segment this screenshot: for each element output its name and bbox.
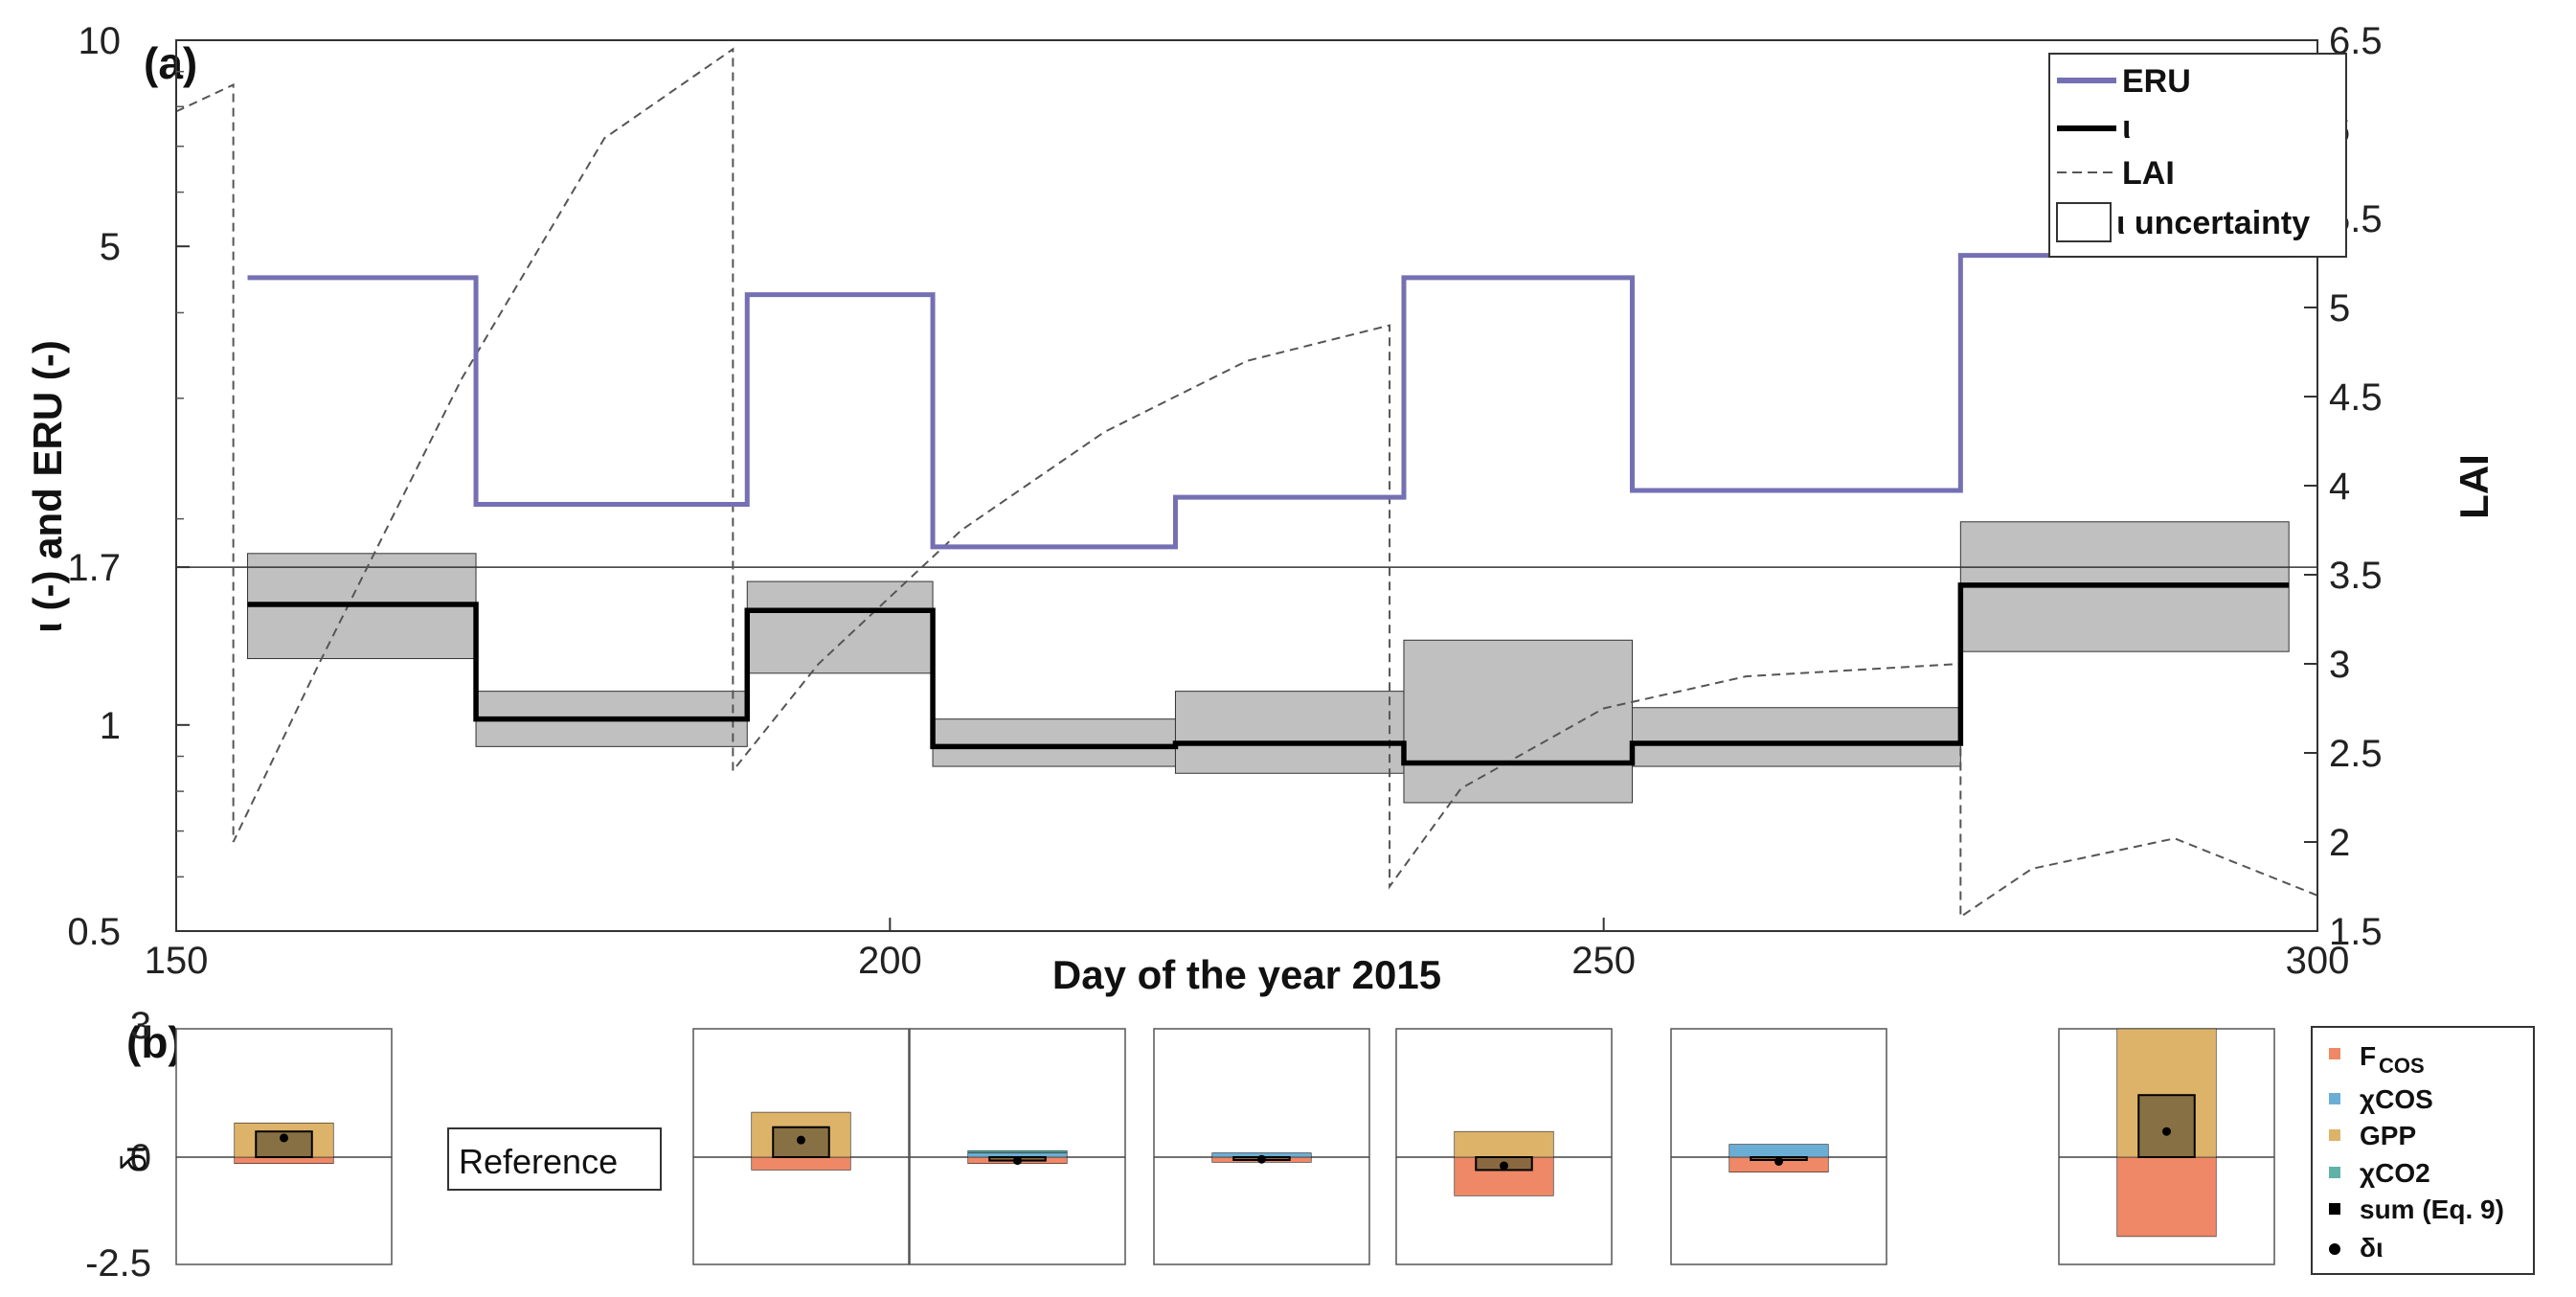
legend-fcos-label: F (2360, 1041, 2376, 1071)
sum-box (772, 1126, 830, 1158)
y2-tick-label: 2 (2329, 822, 2350, 864)
lai-series (175, 47, 2318, 919)
lai-line (175, 47, 2318, 919)
legend-eru-label: ERU (2122, 63, 2191, 100)
sum-box (2137, 1094, 2196, 1158)
f-cos-bar (234, 1156, 334, 1165)
delta-iota-dot (1013, 1156, 1022, 1166)
y2-tick-label: 2.5 (2329, 733, 2383, 775)
x-tick-label: 250 (1571, 940, 1636, 982)
y-tick-label: 10 (79, 20, 122, 62)
period-panel-6 (1395, 1028, 1613, 1265)
legend-delta-iota-swatch (2329, 1243, 2340, 1255)
reference-box (447, 1127, 662, 1191)
legend-chico2-swatch (2329, 1167, 2340, 1178)
uncertainty-band-6 (1403, 639, 1633, 804)
y-tick-label: 1.7 (67, 547, 121, 589)
panel-a: (a) 150 200 250 300 0.5 1 1.7 5 10 1.5 2 2.5 3 3.5 4… (25, 20, 2497, 997)
x-tick-label: 300 (2286, 940, 2350, 982)
legend-fcos-swatch (2329, 1048, 2340, 1059)
period-panel-8 (2058, 1028, 2275, 1265)
f-cos-bar (751, 1156, 851, 1171)
period-panel-5 (1153, 1028, 1370, 1265)
y2-tick-label: 3.5 (2329, 555, 2383, 597)
y2-tick-label: 1.5 (2329, 911, 2383, 953)
y-axis-ticks: 0.5 1 1.7 5 10 (67, 20, 190, 953)
uncertainty-band-7 (1631, 707, 1961, 767)
b-y-tick-bottom: -2.5 (85, 1242, 151, 1285)
period-panels (175, 1028, 2275, 1265)
period-frame (909, 1028, 1126, 1265)
delta-iota-dot (1774, 1156, 1783, 1166)
period-panel-7 (1670, 1028, 1887, 1265)
b-y-axis-label: δι (114, 1146, 153, 1172)
f-cos-bar (2116, 1156, 2217, 1238)
delta-iota-dot (1257, 1154, 1266, 1164)
legend-sum-swatch (2329, 1203, 2340, 1215)
legend-gpp-label: GPP (2360, 1121, 2416, 1150)
panel-b: (b) 3 0 -2.5 δι Reference F COS χCOS GPP… (85, 1005, 2535, 1285)
y-tick-label: 5 (100, 226, 121, 268)
legend-fcos-subscript: COS (2379, 1054, 2425, 1078)
x-tick-label: 150 (145, 940, 209, 982)
legend: ERU ι LAI ι uncertainty (2048, 53, 2347, 258)
y2-tick-label: 5 (2329, 287, 2350, 330)
b-y-tick-top: 3 (130, 1005, 151, 1047)
delta-iota-dot (2162, 1126, 2171, 1136)
y2-tick-label: 4.5 (2329, 376, 2383, 419)
legend-sum-label: sum (Eq. 9) (2360, 1195, 2504, 1224)
delta-iota-dot (797, 1135, 805, 1145)
panel-a-tag: (a) (144, 38, 197, 88)
x-axis-ticks: 150 200 250 300 (145, 918, 2350, 982)
period-panel-4 (909, 1028, 1126, 1265)
y2-axis-label: LAI (2452, 454, 2497, 519)
chi-cos-bar (1729, 1144, 1829, 1158)
delta-iota-dot (1500, 1161, 1508, 1171)
legend-uncertainty-swatch (2056, 202, 2112, 242)
legend-uncertainty-label: ι uncertainty (2116, 205, 2310, 241)
sum-box (255, 1130, 313, 1158)
y2-tick-label: 4 (2329, 466, 2350, 508)
period-frame (1153, 1028, 1370, 1265)
legend-delta-iota-label: δι (2360, 1233, 2384, 1263)
y-axis-label: ι (-) and ERU (-) (25, 340, 70, 633)
panel-b-tag: (b) (126, 1017, 183, 1067)
y-tick-label: 0.5 (67, 911, 121, 953)
legend-chico2-label: χCO2 (2360, 1158, 2430, 1188)
uncertainty-band-5 (1174, 691, 1405, 774)
legend-chicos-label: χCOS (2360, 1084, 2433, 1114)
eru-line (247, 253, 2290, 550)
legend-chicos-swatch (2329, 1093, 2340, 1104)
legend-b-box (2311, 1026, 2535, 1275)
b-y-tick-zero: 0 (130, 1137, 151, 1179)
chi-co2-bar (967, 1150, 1068, 1153)
uncertainty-band-4 (932, 718, 1176, 767)
gpp-bar (1454, 1130, 1554, 1158)
eru-series (247, 253, 2290, 550)
legend-b: F COS χCOS GPP χCO2 sum (Eq. 9) δι (2311, 1026, 2535, 1275)
uncertainty-band-3 (746, 580, 934, 674)
y-tick-label: 1 (100, 705, 121, 747)
legend-gpp-swatch (2329, 1129, 2340, 1141)
period-panel-1 (175, 1028, 393, 1265)
x-tick-label: 200 (858, 940, 922, 982)
y2-tick-label: 3 (2329, 644, 2350, 686)
reference-label: Reference (459, 1142, 618, 1181)
x-axis-label: Day of the year 2015 (1052, 952, 1441, 997)
legend-iota-label: ι (2122, 109, 2131, 146)
legend-lai-label: LAI (2122, 155, 2175, 192)
delta-iota-dot (280, 1133, 288, 1143)
period-panel-3 (692, 1028, 910, 1265)
iota-series (247, 582, 2290, 766)
iota-line (247, 582, 2290, 766)
